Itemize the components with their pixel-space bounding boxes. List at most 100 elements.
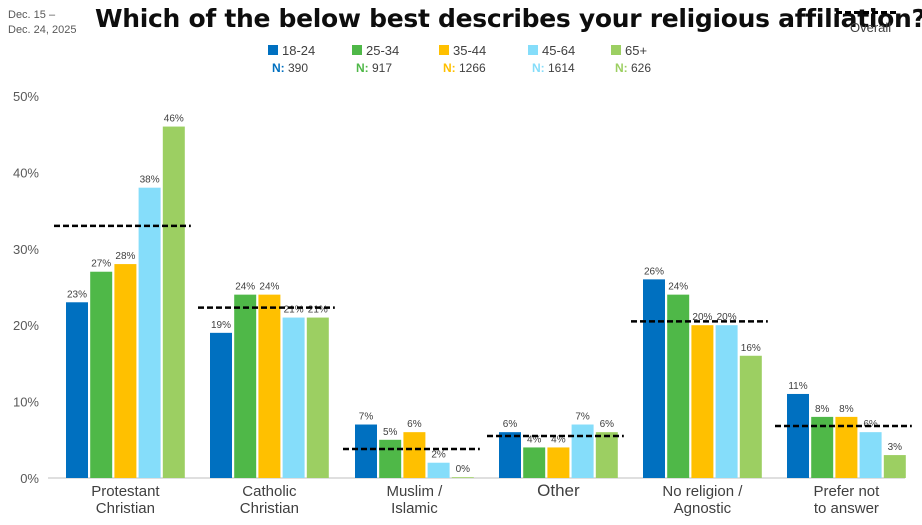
bar-35-44-4 <box>691 325 714 478</box>
date-line-1: Dec. 15 – <box>8 9 56 21</box>
legend-label: 18-24 <box>282 43 315 58</box>
data-label: 6% <box>863 419 878 430</box>
overall-legend: Overall <box>832 8 912 38</box>
data-label: 20% <box>717 312 737 323</box>
legend-label: 35-44 <box>453 43 486 58</box>
legend-n-prefix: N: <box>272 61 285 75</box>
data-label: 5% <box>383 427 398 438</box>
bar-65+-3 <box>595 432 618 478</box>
data-label: 7% <box>359 412 374 423</box>
bar-45-64-1 <box>282 317 305 478</box>
bar-65+-0 <box>162 126 185 478</box>
legend-n-value: 1614 <box>545 61 575 75</box>
bar-25-34-5 <box>811 416 834 478</box>
bar-25-34-1 <box>234 294 257 478</box>
bar-45-64-5 <box>859 432 882 478</box>
legend-n-value: 1266 <box>456 61 486 75</box>
legend-n-prefix: N: <box>356 61 369 75</box>
category-label: Christian <box>240 500 299 517</box>
y-tick-label: 20% <box>13 318 39 333</box>
date-range: Dec. 15 – Dec. 24, 2025 <box>8 8 77 38</box>
data-label: 28% <box>115 251 135 262</box>
category-label: Muslim / <box>386 483 443 500</box>
legend-label: 65+ <box>625 43 647 58</box>
bar-35-44-3 <box>547 447 570 478</box>
data-label: 27% <box>91 259 111 270</box>
overall-legend-label: Overall <box>850 20 892 35</box>
y-tick-label: 10% <box>13 395 39 410</box>
bar-35-44-0 <box>114 264 137 478</box>
data-label: 8% <box>839 404 854 415</box>
bar-65+-1 <box>306 317 329 478</box>
date-line-2: Dec. 24, 2025 <box>8 24 77 36</box>
data-label: 0% <box>456 464 471 475</box>
category-label: Protestant <box>91 483 160 500</box>
category-label: to answer <box>814 500 879 517</box>
category-label: Christian <box>96 500 155 517</box>
data-label: 23% <box>67 289 87 300</box>
data-label: 24% <box>259 282 279 293</box>
bar-35-44-5 <box>835 416 858 478</box>
data-label: 26% <box>644 266 664 277</box>
category-label: Other <box>537 481 580 500</box>
data-label: 38% <box>140 175 160 186</box>
data-label: 3% <box>888 442 903 453</box>
bar-18-24-5 <box>787 393 809 478</box>
data-label: 46% <box>164 114 184 125</box>
bar-45-64-3 <box>571 424 594 478</box>
y-tick-label: 30% <box>13 242 39 257</box>
data-label: 6% <box>600 419 615 430</box>
legend-label: 45-64 <box>542 43 575 58</box>
legend-n-count: N: 1614 <box>532 61 575 75</box>
data-label: 19% <box>211 320 231 331</box>
data-label: 2% <box>431 450 446 461</box>
legend-n-prefix: N: <box>443 61 456 75</box>
data-label: 6% <box>503 419 518 430</box>
bar-18-24-1 <box>210 332 232 478</box>
data-label: 21% <box>308 305 328 316</box>
category-label: No religion / <box>662 483 743 500</box>
bar-35-44-1 <box>258 294 281 478</box>
data-label: 20% <box>692 312 712 323</box>
data-label: 24% <box>668 282 688 293</box>
data-label: 8% <box>815 404 830 415</box>
bar-25-34-0 <box>90 271 113 478</box>
data-label: 11% <box>788 381 807 392</box>
legend-n-count: N: 626 <box>615 61 651 75</box>
bar-35-44-2 <box>403 432 426 478</box>
bar-45-64-4 <box>715 325 738 478</box>
category-label: Prefer not <box>813 483 880 500</box>
chart-title: Which of the below best describes your r… <box>95 4 922 33</box>
overall-dash-icon <box>836 11 896 14</box>
bar-25-34-3 <box>523 447 546 478</box>
data-label: 21% <box>284 305 304 316</box>
legend-n-prefix: N: <box>532 61 545 75</box>
legend-swatch-18-24 <box>268 45 278 55</box>
legend-n-count: N: 1266 <box>443 61 486 75</box>
bar-18-24-2 <box>355 424 377 478</box>
data-label: 16% <box>741 343 761 354</box>
legend-swatch-35-44 <box>439 45 449 55</box>
legend-n-prefix: N: <box>615 61 628 75</box>
bar-45-64-0 <box>138 187 161 478</box>
bar-18-24-3 <box>499 432 521 478</box>
data-label: 6% <box>407 419 422 430</box>
bar-25-34-4 <box>667 294 690 478</box>
data-label: 4% <box>551 434 566 445</box>
y-tick-label: 40% <box>13 165 39 180</box>
bar-65+-4 <box>739 355 762 478</box>
legend-swatch-25-34 <box>352 45 362 55</box>
legend-n-value: 917 <box>369 61 393 75</box>
y-tick-label: 0% <box>20 471 39 486</box>
category-label: Agnostic <box>674 500 732 517</box>
data-label: 4% <box>527 434 542 445</box>
bar-65+-5 <box>883 455 906 478</box>
legend-swatch-45-64 <box>528 45 538 55</box>
category-label: Islamic <box>391 500 438 517</box>
legend-n-value: 390 <box>285 61 309 75</box>
legend-label: 25-34 <box>366 43 399 58</box>
bar-65+-2 <box>451 477 474 478</box>
data-label: 7% <box>575 412 590 423</box>
legend-n-count: N: 917 <box>356 61 392 75</box>
